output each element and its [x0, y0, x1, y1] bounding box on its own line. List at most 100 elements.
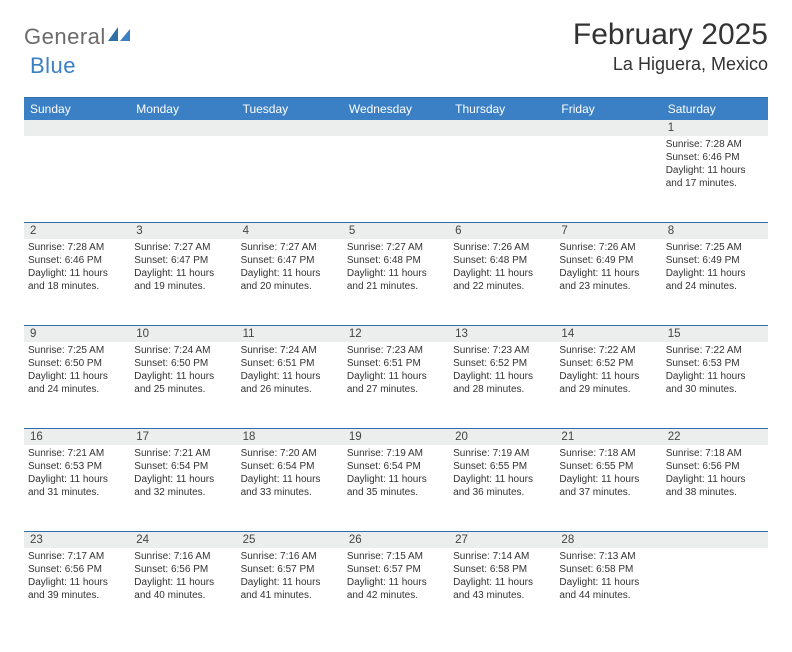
daylight2-text: and 21 minutes.: [347, 280, 445, 293]
day-cell: Sunrise: 7:21 AMSunset: 6:54 PMDaylight:…: [130, 445, 236, 531]
day-number: 1: [662, 120, 768, 136]
sunrise-text: Sunrise: 7:22 AM: [666, 344, 764, 357]
day-number: 19: [343, 429, 449, 445]
week-row: Sunrise: 7:25 AMSunset: 6:50 PMDaylight:…: [24, 342, 768, 428]
day-number: 25: [237, 532, 343, 548]
daylight1-text: Daylight: 11 hours: [28, 267, 126, 280]
day-cell: Sunrise: 7:23 AMSunset: 6:51 PMDaylight:…: [343, 342, 449, 428]
day-cell: [237, 136, 343, 222]
sunrise-text: Sunrise: 7:19 AM: [347, 447, 445, 460]
sunset-text: Sunset: 6:49 PM: [666, 254, 764, 267]
sunrise-text: Sunrise: 7:23 AM: [453, 344, 551, 357]
day-cell: Sunrise: 7:17 AMSunset: 6:56 PMDaylight:…: [24, 548, 130, 634]
daylight1-text: Daylight: 11 hours: [347, 370, 445, 383]
daylight1-text: Daylight: 11 hours: [559, 473, 657, 486]
daylight2-text: and 18 minutes.: [28, 280, 126, 293]
sunset-text: Sunset: 6:54 PM: [347, 460, 445, 473]
daylight2-text: and 43 minutes.: [453, 589, 551, 602]
daynum-row: 1: [24, 120, 768, 136]
day-cell: Sunrise: 7:28 AMSunset: 6:46 PMDaylight:…: [24, 239, 130, 325]
day-cell: Sunrise: 7:13 AMSunset: 6:58 PMDaylight:…: [555, 548, 661, 634]
day-cell: Sunrise: 7:20 AMSunset: 6:54 PMDaylight:…: [237, 445, 343, 531]
daylight1-text: Daylight: 11 hours: [241, 267, 339, 280]
daylight1-text: Daylight: 11 hours: [453, 267, 551, 280]
day-number: 2: [24, 223, 130, 239]
day-number: 13: [449, 326, 555, 342]
sunrise-text: Sunrise: 7:21 AM: [134, 447, 232, 460]
day-number: 27: [449, 532, 555, 548]
sunset-text: Sunset: 6:53 PM: [28, 460, 126, 473]
title-block: February 2025 La Higuera, Mexico: [573, 18, 768, 75]
day-cell: Sunrise: 7:23 AMSunset: 6:52 PMDaylight:…: [449, 342, 555, 428]
sunset-text: Sunset: 6:47 PM: [241, 254, 339, 267]
daylight1-text: Daylight: 11 hours: [28, 576, 126, 589]
daylight1-text: Daylight: 11 hours: [28, 473, 126, 486]
daylight1-text: Daylight: 11 hours: [134, 267, 232, 280]
daylight1-text: Daylight: 11 hours: [347, 576, 445, 589]
sunset-text: Sunset: 6:55 PM: [559, 460, 657, 473]
daylight1-text: Daylight: 11 hours: [559, 370, 657, 383]
day-number: 5: [343, 223, 449, 239]
daylight2-text: and 41 minutes.: [241, 589, 339, 602]
logo: General: [24, 24, 108, 50]
day-number: 26: [343, 532, 449, 548]
day-cell: Sunrise: 7:19 AMSunset: 6:55 PMDaylight:…: [449, 445, 555, 531]
day-cell: Sunrise: 7:21 AMSunset: 6:53 PMDaylight:…: [24, 445, 130, 531]
sunrise-text: Sunrise: 7:26 AM: [559, 241, 657, 254]
day-number: [343, 120, 449, 136]
daylight1-text: Daylight: 11 hours: [453, 473, 551, 486]
sunrise-text: Sunrise: 7:19 AM: [453, 447, 551, 460]
day-cell: Sunrise: 7:18 AMSunset: 6:56 PMDaylight:…: [662, 445, 768, 531]
daylight2-text: and 37 minutes.: [559, 486, 657, 499]
daylight1-text: Daylight: 11 hours: [666, 164, 764, 177]
sunset-text: Sunset: 6:54 PM: [241, 460, 339, 473]
daylight1-text: Daylight: 11 hours: [347, 473, 445, 486]
day-number: 20: [449, 429, 555, 445]
day-number: [130, 120, 236, 136]
sunset-text: Sunset: 6:53 PM: [666, 357, 764, 370]
sunset-text: Sunset: 6:47 PM: [134, 254, 232, 267]
day-number: 3: [130, 223, 236, 239]
daylight2-text: and 33 minutes.: [241, 486, 339, 499]
day-number: [237, 120, 343, 136]
title-location: La Higuera, Mexico: [573, 54, 768, 75]
sunrise-text: Sunrise: 7:16 AM: [134, 550, 232, 563]
day-number: [449, 120, 555, 136]
sunrise-text: Sunrise: 7:22 AM: [559, 344, 657, 357]
day-number: 28: [555, 532, 661, 548]
sunrise-text: Sunrise: 7:26 AM: [453, 241, 551, 254]
sunrise-text: Sunrise: 7:27 AM: [347, 241, 445, 254]
daynum-row: 2345678: [24, 222, 768, 239]
daylight2-text: and 20 minutes.: [241, 280, 339, 293]
daylight2-text: and 29 minutes.: [559, 383, 657, 396]
calendar-page: General February 2025 La Higuera, Mexico…: [0, 0, 792, 652]
day-number: [24, 120, 130, 136]
daylight2-text: and 30 minutes.: [666, 383, 764, 396]
sunrise-text: Sunrise: 7:17 AM: [28, 550, 126, 563]
daylight1-text: Daylight: 11 hours: [241, 576, 339, 589]
sunrise-text: Sunrise: 7:13 AM: [559, 550, 657, 563]
logo-text-blue: Blue: [30, 53, 76, 78]
daylight1-text: Daylight: 11 hours: [666, 370, 764, 383]
sunset-text: Sunset: 6:51 PM: [241, 357, 339, 370]
day-cell: Sunrise: 7:27 AMSunset: 6:47 PMDaylight:…: [237, 239, 343, 325]
day-cell: Sunrise: 7:27 AMSunset: 6:48 PMDaylight:…: [343, 239, 449, 325]
daylight1-text: Daylight: 11 hours: [241, 370, 339, 383]
day-number: 21: [555, 429, 661, 445]
day-number: 23: [24, 532, 130, 548]
day-number: 17: [130, 429, 236, 445]
day-cell: Sunrise: 7:19 AMSunset: 6:54 PMDaylight:…: [343, 445, 449, 531]
daylight2-text: and 26 minutes.: [241, 383, 339, 396]
day-number: 6: [449, 223, 555, 239]
sunrise-text: Sunrise: 7:14 AM: [453, 550, 551, 563]
daylight1-text: Daylight: 11 hours: [559, 576, 657, 589]
sunset-text: Sunset: 6:48 PM: [453, 254, 551, 267]
day-number: 24: [130, 532, 236, 548]
daynum-row: 9101112131415: [24, 325, 768, 342]
day-cell: Sunrise: 7:15 AMSunset: 6:57 PMDaylight:…: [343, 548, 449, 634]
sunrise-text: Sunrise: 7:25 AM: [28, 344, 126, 357]
day-cell: [662, 548, 768, 634]
daylight2-text: and 27 minutes.: [347, 383, 445, 396]
sunset-text: Sunset: 6:51 PM: [347, 357, 445, 370]
daylight2-text: and 38 minutes.: [666, 486, 764, 499]
